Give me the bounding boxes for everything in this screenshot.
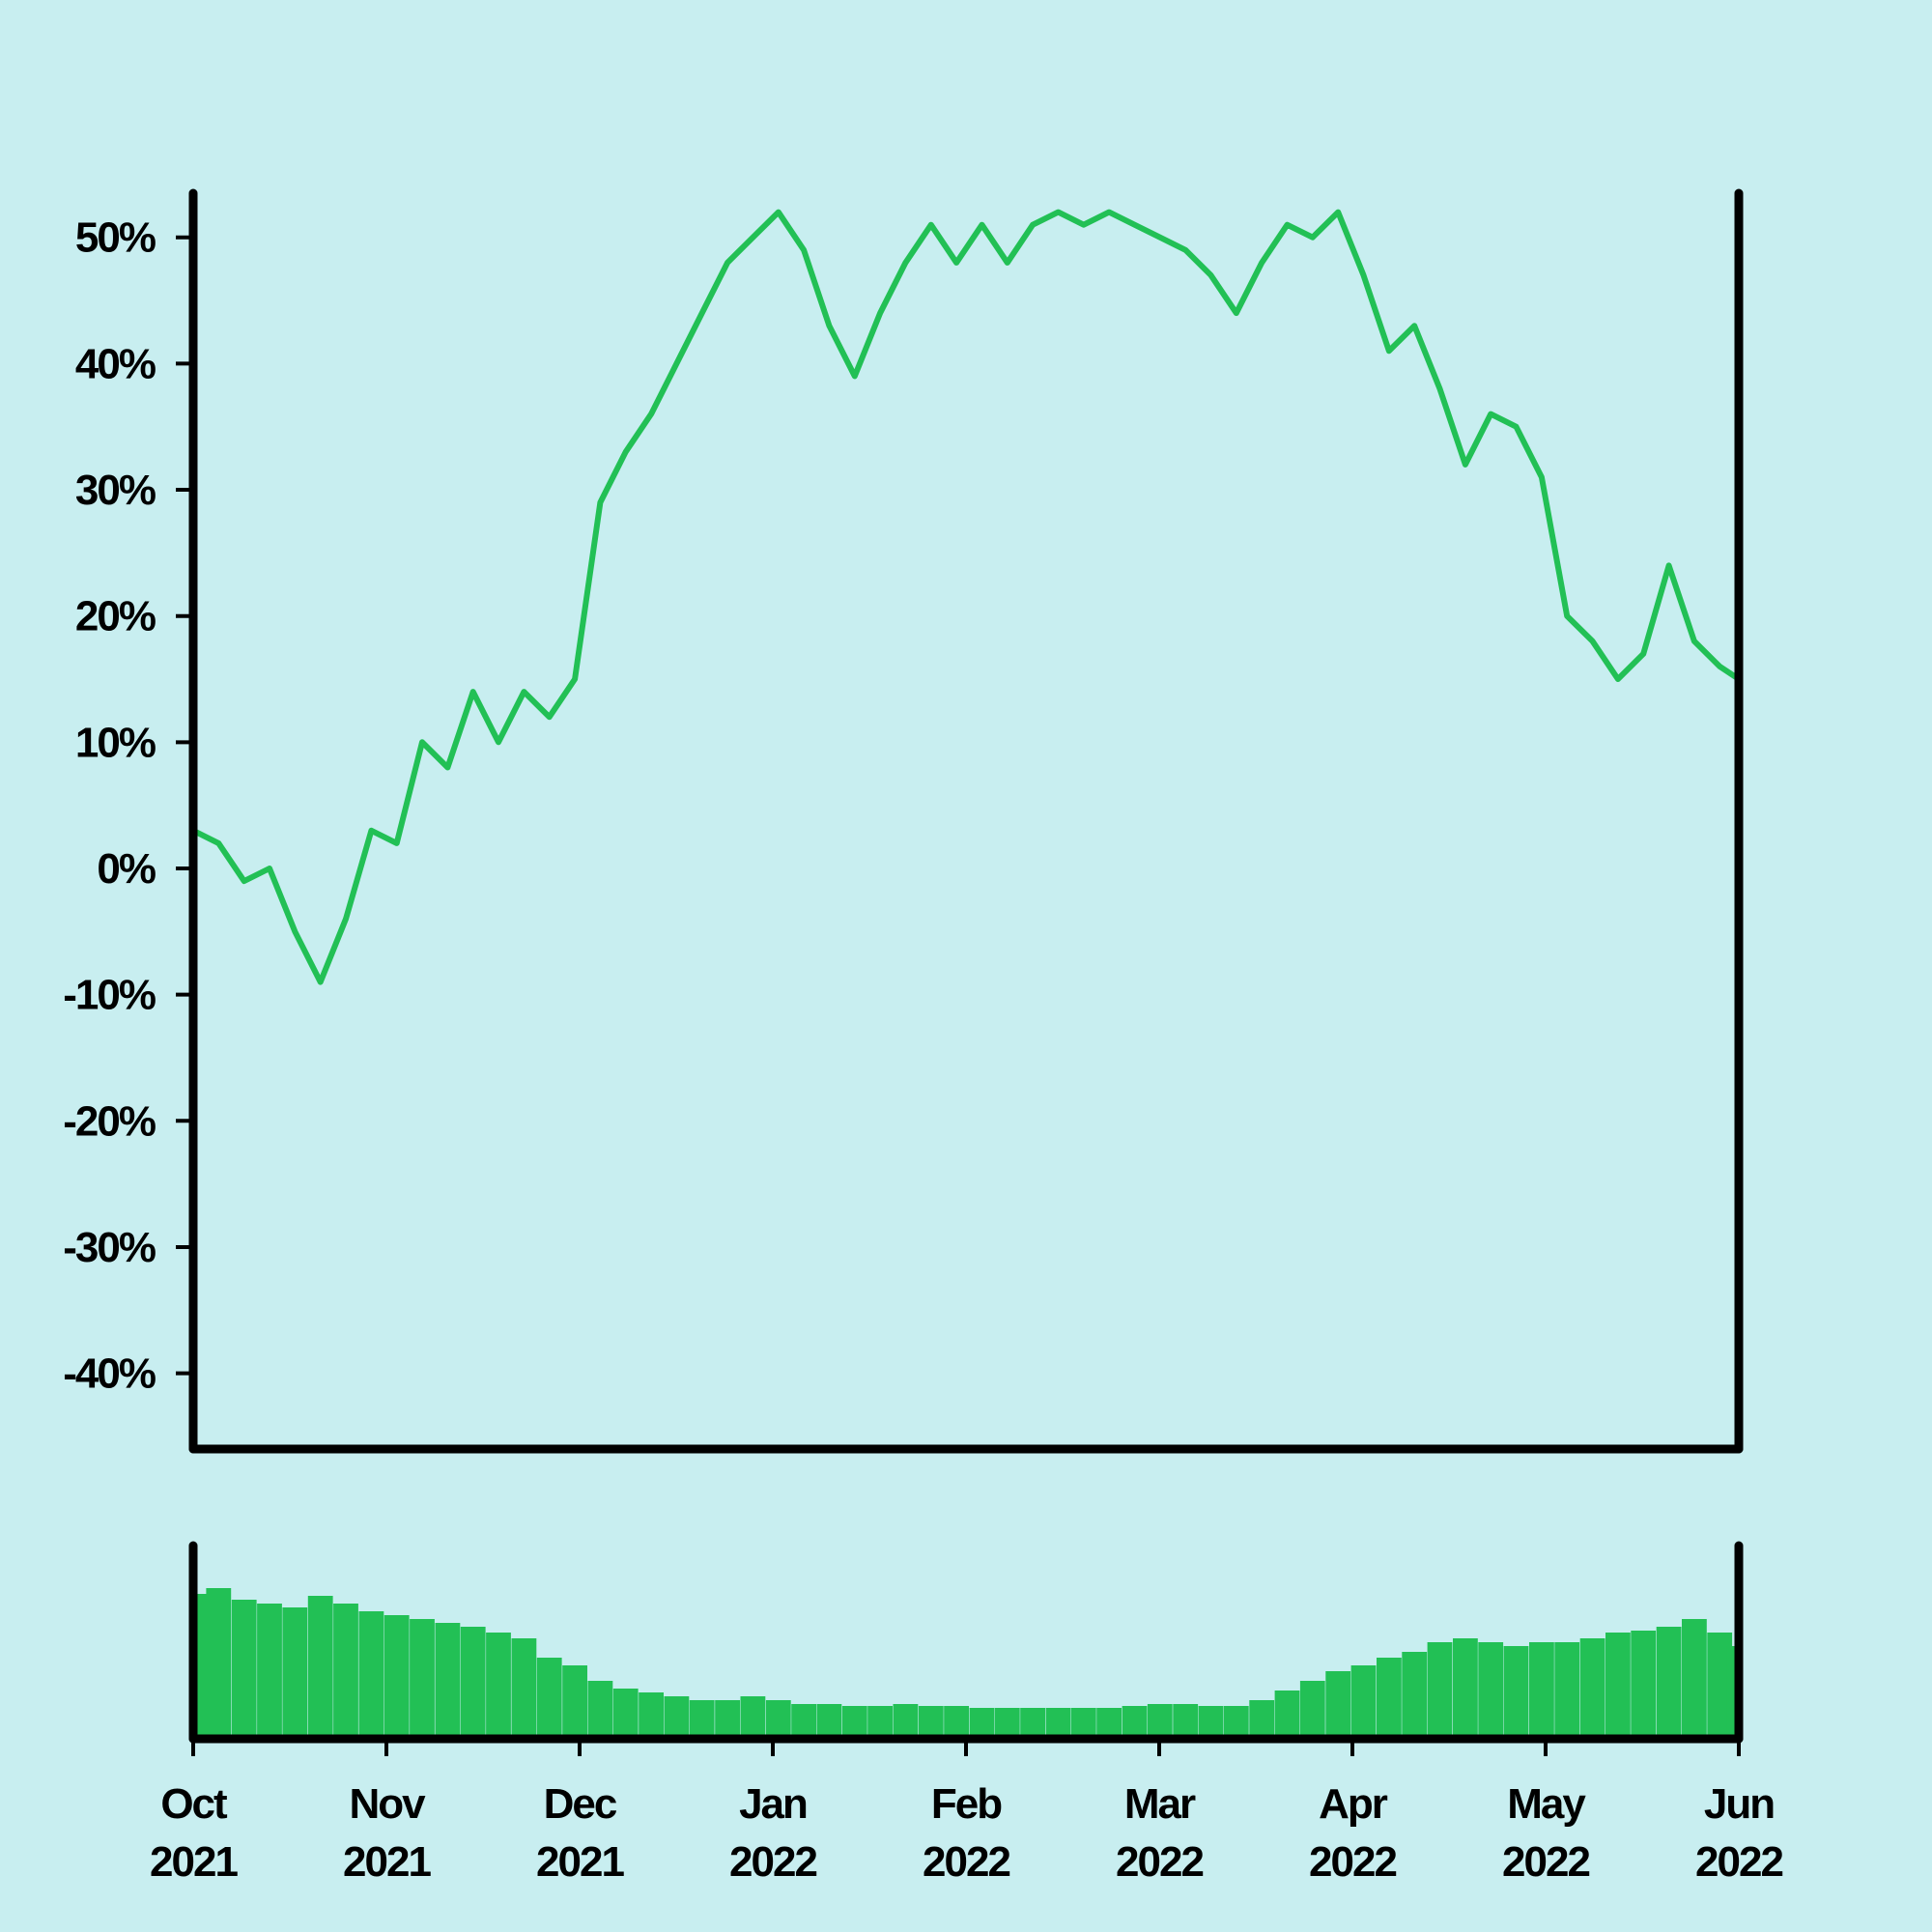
volume-bar (511, 1638, 537, 1739)
volume-bar (562, 1665, 587, 1739)
volume-bar (867, 1706, 893, 1739)
y-tick-label: 40% (75, 340, 156, 387)
volume-bar (587, 1681, 613, 1739)
volume-bar (918, 1706, 944, 1739)
volume-bar (257, 1604, 282, 1739)
volume-bar (791, 1704, 816, 1739)
volume-bars (193, 1588, 1739, 1739)
volume-bar (639, 1692, 664, 1739)
volume-bar (307, 1596, 333, 1739)
volume-bar (486, 1633, 511, 1739)
x-tick-label-month: Feb (931, 1780, 1002, 1828)
volume-bar (1503, 1646, 1529, 1739)
volume-bar (664, 1696, 690, 1739)
volume-bar (206, 1588, 232, 1739)
volume-bar (333, 1604, 358, 1739)
x-tick-label-year: 2021 (536, 1838, 624, 1886)
volume-bar (1377, 1658, 1402, 1739)
y-axis-ticks: 50% 40% 30% 20% 10% 0% -10% -20% -30% -40% (63, 214, 193, 1398)
volume-bar (1350, 1665, 1377, 1739)
volume-bar (1325, 1671, 1351, 1739)
x-tick-label-month: Oct (160, 1780, 228, 1828)
x-tick-label-year: 2022 (1502, 1838, 1589, 1886)
volume-bar (1147, 1704, 1173, 1739)
volume-bar (1529, 1642, 1554, 1739)
volume-bar (1198, 1706, 1224, 1739)
x-tick-label-month: Jan (739, 1780, 807, 1828)
volume-bar (1299, 1681, 1325, 1739)
volume-bar (460, 1627, 486, 1739)
x-tick-label-year: 2021 (150, 1838, 238, 1886)
volume-bar (1478, 1642, 1504, 1739)
volume-bar (1096, 1708, 1122, 1739)
volume-bar (1631, 1631, 1657, 1739)
y-tick-label: 30% (75, 467, 156, 514)
volume-bar (944, 1706, 969, 1739)
x-tick-label-year: 2022 (729, 1838, 816, 1886)
x-tick-label-year: 2022 (923, 1838, 1009, 1886)
y-tick-label: 50% (75, 214, 156, 262)
volume-bar (994, 1708, 1020, 1739)
y-tick-label: -20% (63, 1097, 156, 1145)
volume-bar (715, 1700, 740, 1739)
x-tick-label-year: 2022 (1695, 1838, 1782, 1886)
volume-bar (1605, 1633, 1631, 1739)
volume-bar (1554, 1642, 1580, 1739)
x-tick-label-month: Nov (349, 1780, 426, 1828)
x-tick-label-month: Jun (1704, 1780, 1774, 1828)
volume-bar (612, 1689, 639, 1739)
volume-bar (231, 1600, 257, 1739)
y-tick-label: 10% (75, 719, 156, 766)
volume-bar (1579, 1638, 1605, 1739)
x-tick-label-month: Dec (544, 1780, 617, 1828)
volume-bar (536, 1658, 562, 1739)
volume-bar (435, 1623, 461, 1739)
y-tick-label: 20% (75, 593, 156, 640)
price-panel: 50% 40% 30% 20% 10% 0% -10% -20% -30% -40% (63, 188, 1744, 1454)
x-axis-ticks: Oct 2021 Nov 2021 Dec 2021 Jan 2022 Feb 2022 Mar 20… (150, 1739, 1784, 1886)
x-tick-label-year: 2021 (343, 1838, 431, 1886)
volume-bar (1274, 1690, 1300, 1739)
x-tick-label-month: Apr (1319, 1780, 1388, 1828)
x-tick-label-month: Mar (1124, 1780, 1196, 1828)
x-tick-label-month: May (1507, 1780, 1586, 1828)
volume-bar (1402, 1652, 1428, 1739)
volume-bar (410, 1619, 435, 1739)
volume-bar (816, 1704, 842, 1739)
volume-bar (1249, 1700, 1275, 1739)
x-tick-label-year: 2022 (1309, 1838, 1396, 1886)
volume-bar (893, 1704, 919, 1739)
volume-bar (358, 1611, 384, 1739)
volume-bar (765, 1700, 791, 1739)
volume-bar (1122, 1706, 1148, 1739)
volume-bar (1656, 1627, 1682, 1739)
x-tick-label-year: 2022 (1116, 1838, 1203, 1886)
volume-bar (1045, 1708, 1071, 1739)
volume-bar (1173, 1704, 1199, 1739)
volume-bar (841, 1706, 867, 1739)
y-tick-label: 0% (97, 845, 155, 893)
y-tick-label: -40% (63, 1350, 156, 1398)
volume-bar (1223, 1706, 1249, 1739)
volume-bar (1453, 1638, 1478, 1739)
volume-panel: Oct 2021 Nov 2021 Dec 2021 Jan 2022 Feb 2022 Mar 20… (150, 1541, 1784, 1886)
price-line (190, 209, 1742, 985)
volume-bar (1020, 1708, 1045, 1739)
volume-bar (282, 1607, 308, 1739)
volume-bar (740, 1696, 766, 1739)
volume-bar (1682, 1619, 1707, 1739)
volume-bar (1070, 1708, 1096, 1739)
volume-bar (1427, 1642, 1453, 1739)
y-tick-label: -10% (63, 972, 156, 1019)
volume-bar (689, 1700, 715, 1739)
y-tick-label: -30% (63, 1224, 156, 1271)
volume-bar (969, 1708, 995, 1739)
volume-bar (384, 1615, 410, 1739)
